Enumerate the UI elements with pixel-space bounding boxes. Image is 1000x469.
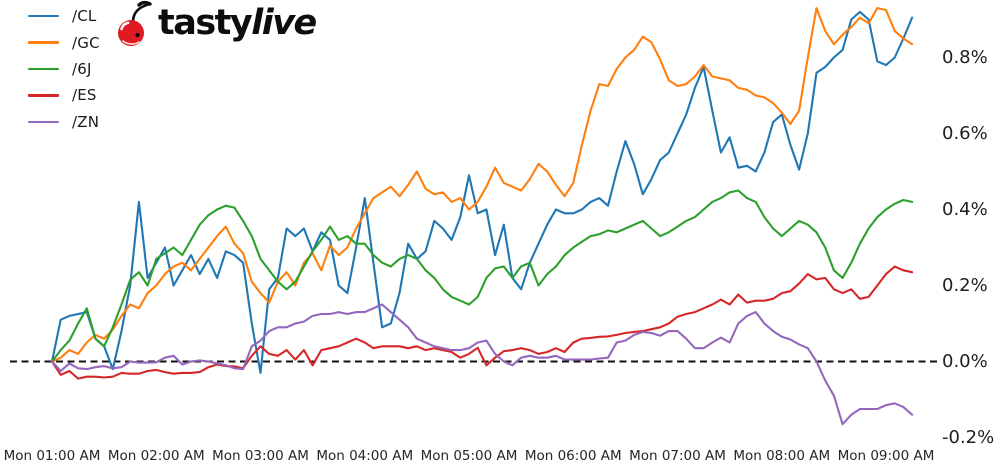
series-line-zn [50,303,914,426]
x-tick-label: Mon 08:00 AM [733,448,831,464]
legend-label: /6J [72,59,92,78]
legend-item-6j: /6J [28,56,100,82]
cherry-icon [118,0,152,46]
x-tick-label: Mon 06:00 AM [524,448,622,464]
legend: /CL/GC/6J/ES/ZN [28,3,100,135]
y-tick-label: 0.4% [942,198,988,220]
legend-item-gc: /GC [28,29,100,55]
y-tick-label: 0.8% [942,46,988,68]
y-tick-label: 0.2% [942,274,988,296]
y-tick-label: -0.2% [942,426,995,448]
series-line-es [50,265,914,380]
x-tick-label: Mon 03:00 AM [212,448,309,464]
x-tick-label: Mon 04:00 AM [316,448,414,464]
legend-item-es: /ES [28,82,100,108]
brand-text: tastylive [158,0,317,46]
legend-swatch [28,67,59,71]
x-tick-label: Mon 07:00 AM [629,448,726,464]
legend-label: /GC [72,33,100,52]
x-tick-label: Mon 01:00 AM [3,448,101,464]
legend-item-zn: /ZN [28,109,100,135]
y-tick-label: 0.6% [942,122,988,144]
legend-swatch [28,41,59,44]
brand-text-tasty: tasty [158,3,253,43]
legend-label: /ES [72,86,97,105]
brand-logo: tastylive [114,0,317,48]
x-tick-label: Mon 09:00 AM [837,448,935,464]
series-line-6j [50,189,914,363]
legend-swatch [28,94,59,97]
y-tick-label: 0.0% [942,350,988,372]
legend-swatch [28,120,59,123]
legend-item-cl: /CL [28,3,100,29]
x-tick-label: Mon 05:00 AM [420,448,518,464]
legend-label: /ZN [72,112,100,131]
x-tick-label: Mon 02:00 AM [107,448,205,464]
legend-label: /CL [72,7,97,26]
series-line-gc [50,7,914,363]
legend-swatch [28,15,59,18]
brand-text-live: live [251,3,317,43]
